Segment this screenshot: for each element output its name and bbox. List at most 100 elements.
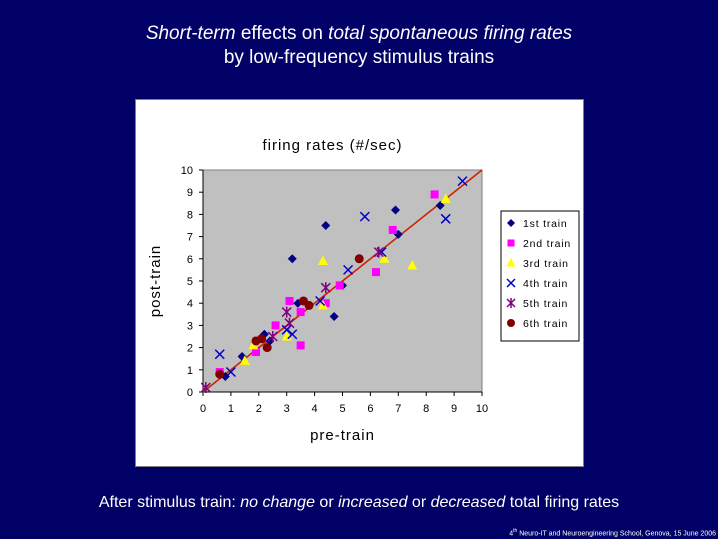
data-point xyxy=(388,225,397,234)
data-point-stroke xyxy=(359,211,370,222)
x-tick-label: 2 xyxy=(256,403,262,415)
y-tick-label: 9 xyxy=(187,187,193,199)
data-point-stroke xyxy=(267,331,278,342)
x-tick-label: 1 xyxy=(228,403,234,415)
data-point xyxy=(225,366,236,378)
data-point xyxy=(200,382,211,394)
data-point xyxy=(320,282,331,294)
data-point xyxy=(284,317,295,329)
series-4 xyxy=(214,176,468,378)
footer: 4th Neuro-IT and Neuroengineering School… xyxy=(509,528,716,537)
data-point xyxy=(343,264,354,275)
data-point xyxy=(371,268,380,277)
data-point xyxy=(315,295,326,307)
y-tick-label: 6 xyxy=(187,254,193,266)
data-point-stroke xyxy=(315,295,326,307)
data-point xyxy=(321,299,330,308)
title-line-1: Short-term effects on total spontaneous … xyxy=(0,22,718,46)
scatter-chart: firing rates (#/sec) 0 1 2 3 4 5 6 7 8 9 10 0 1 2 3 4 5 6 7… xyxy=(147,137,580,444)
caption-or-1: or xyxy=(314,494,339,511)
data-point-stroke xyxy=(457,176,468,187)
title-line-2: by low-frequency stimulus trains xyxy=(223,47,495,68)
data-point xyxy=(257,334,267,344)
series-6 xyxy=(215,254,364,379)
title-emphasis-total-rates: total spontaneous firing rates xyxy=(328,23,573,44)
x-tick-label: 8 xyxy=(423,403,429,415)
footer-number: 4 xyxy=(509,530,514,538)
data-point xyxy=(435,201,445,211)
legend-marker-stroke xyxy=(506,298,516,308)
data-point xyxy=(248,339,259,350)
data-point xyxy=(317,255,328,266)
caption-text-2: total firing rates xyxy=(505,494,620,511)
legend-marker xyxy=(507,219,515,227)
data-point xyxy=(287,329,298,340)
data-point xyxy=(379,253,390,263)
y-tick-label: 2 xyxy=(187,343,193,355)
data-point xyxy=(239,355,250,365)
x-tick-label: 7 xyxy=(395,403,401,415)
x-tick-label: 6 xyxy=(367,403,373,415)
data-point-stroke xyxy=(320,282,331,294)
footer-superscript: th xyxy=(513,528,518,534)
legend-marker xyxy=(507,239,515,247)
data-point xyxy=(215,369,225,379)
legend-marker xyxy=(506,298,516,308)
y-tick-label: 4 xyxy=(187,298,193,310)
legend-label: 3rd train xyxy=(523,258,569,270)
data-point xyxy=(262,343,272,353)
data-point xyxy=(281,306,292,318)
y-tick-label: 0 xyxy=(187,387,193,399)
x-tick-label: 5 xyxy=(339,403,345,415)
series-5 xyxy=(200,246,384,394)
x-tick-label: 4 xyxy=(312,403,318,415)
caption-no-change: no change xyxy=(240,494,315,511)
data-point xyxy=(267,331,278,342)
legend-label: 1st train xyxy=(523,218,568,230)
data-point xyxy=(359,211,370,222)
legend-label: 5th train xyxy=(523,298,568,310)
y-tick-label: 5 xyxy=(187,276,193,288)
data-point-stroke xyxy=(225,366,236,378)
data-point-stroke xyxy=(214,349,225,360)
legend-box xyxy=(500,210,580,342)
x-tick-label: 3 xyxy=(284,403,290,415)
data-point xyxy=(285,296,294,305)
legend-label: 6th train xyxy=(523,318,568,330)
data-point-stroke xyxy=(200,382,211,394)
data-point-stroke xyxy=(343,264,354,275)
data-point-stroke xyxy=(287,329,298,340)
data-point xyxy=(271,321,280,330)
y-tick-label: 10 xyxy=(181,165,193,177)
data-point-stroke xyxy=(284,317,295,329)
data-point xyxy=(430,190,439,199)
series-3 xyxy=(239,193,451,365)
caption: After stimulus train: no change or incre… xyxy=(0,494,718,512)
data-point xyxy=(321,221,331,230)
data-point xyxy=(304,300,314,310)
legend-marker xyxy=(506,278,516,288)
data-point-stroke xyxy=(373,246,384,258)
data-point xyxy=(214,349,225,360)
y-tick-label: 3 xyxy=(187,320,193,332)
data-point-stroke xyxy=(440,213,451,224)
legend-marker-stroke xyxy=(506,278,516,288)
x-tick-label: 10 xyxy=(476,403,488,415)
chart-area: firing rates (#/sec) 0 1 2 3 4 5 6 7 8 9 10 0 1 2 3 4 5 6 7… xyxy=(135,99,584,467)
data-point xyxy=(329,312,339,322)
footer-text: Neuro-IT and Neuroengineering School, Ge… xyxy=(517,530,716,538)
data-point xyxy=(296,308,305,317)
chart-title: firing rates (#/sec) xyxy=(262,137,402,154)
data-point xyxy=(252,348,261,357)
title-emphasis-short-term: Short-term xyxy=(145,23,236,44)
y-tick-label: 8 xyxy=(187,209,193,221)
data-point xyxy=(440,193,451,203)
y-axis-label: post-train xyxy=(147,245,164,318)
slide-title: Short-term effects on total spontaneous … xyxy=(0,22,718,70)
caption-increased: increased xyxy=(338,494,408,511)
legend-marker xyxy=(506,258,516,267)
legend-marker xyxy=(507,319,515,327)
data-point xyxy=(440,213,451,224)
data-point xyxy=(335,281,344,290)
x-tick-label: 9 xyxy=(451,403,457,415)
